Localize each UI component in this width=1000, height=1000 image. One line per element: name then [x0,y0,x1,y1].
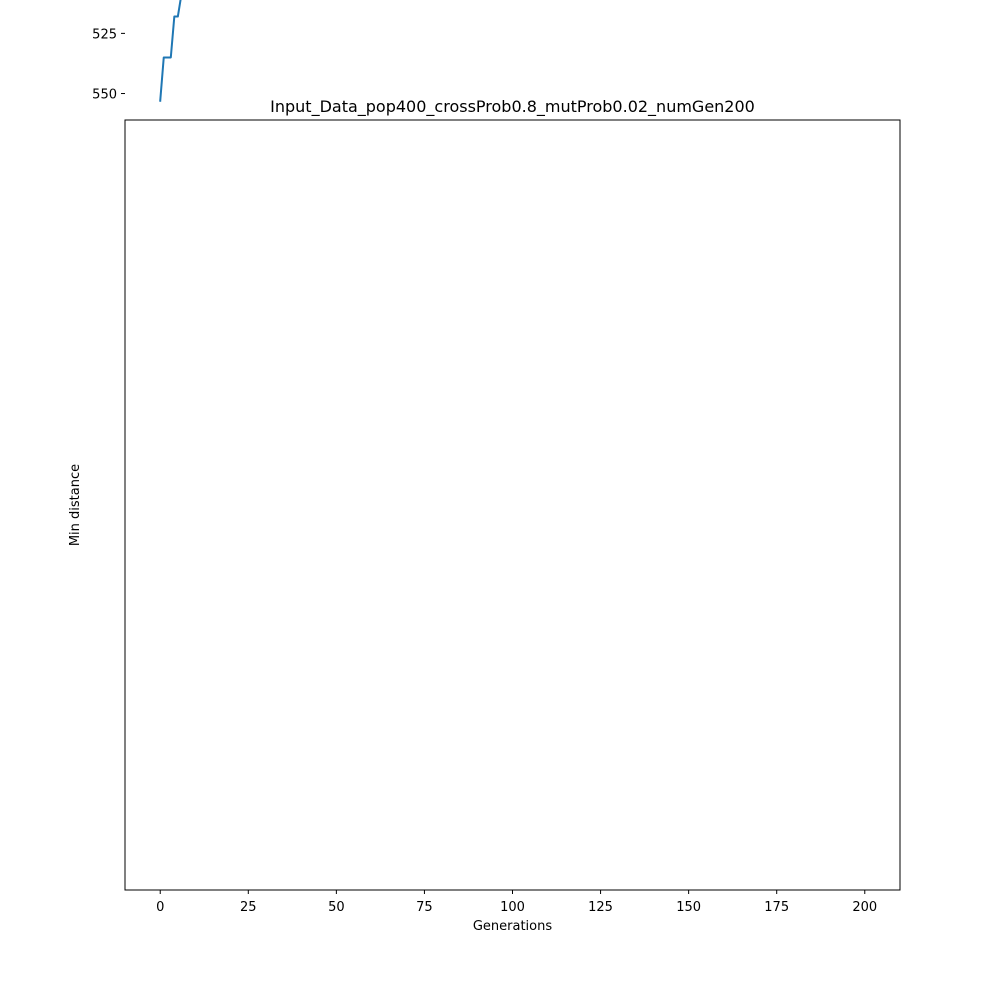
y-tick-label: 550 [92,88,117,103]
x-tick-label: 25 [240,900,257,915]
x-tick-label: 150 [676,900,701,915]
x-tick-label: 100 [500,900,525,915]
x-tick-label: 50 [328,900,345,915]
x-axis-ticks: 0 25 50 75 100 125 150 175 200 [156,890,877,915]
y-axis-ticks: 400425450475500525550 [92,27,125,103]
chart-title: Input_Data_pop400_crossProb0.8_mutProb0.… [270,97,755,117]
y-axis-label: Min distance [68,464,83,546]
plot-area [125,120,900,890]
x-tick-label: 0 [156,900,164,915]
x-tick-label: 75 [416,900,433,915]
x-tick-label: 200 [852,900,877,915]
x-tick-label: 125 [588,900,613,915]
x-tick-label: 175 [764,900,789,915]
y-tick-label: 525 [92,27,117,42]
x-axis-label: Generations [473,919,553,934]
